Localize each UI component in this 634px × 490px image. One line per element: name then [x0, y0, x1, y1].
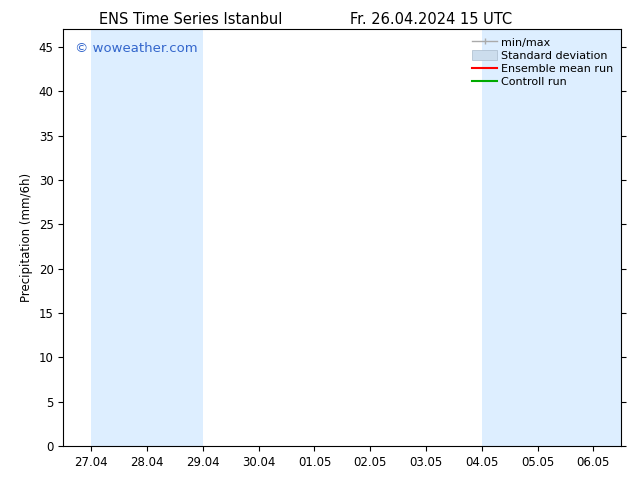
Bar: [147, 29, 203, 446]
Bar: [482, 29, 538, 446]
Legend: min/max, Standard deviation, Ensemble mean run, Controll run: min/max, Standard deviation, Ensemble me…: [470, 35, 616, 90]
Y-axis label: Precipitation (mm/6h): Precipitation (mm/6h): [20, 173, 33, 302]
Bar: [538, 29, 593, 446]
Text: ENS Time Series Istanbul: ENS Time Series Istanbul: [98, 12, 282, 27]
Text: Fr. 26.04.2024 15 UTC: Fr. 26.04.2024 15 UTC: [350, 12, 512, 27]
Bar: [593, 29, 621, 446]
Text: © woweather.com: © woweather.com: [75, 42, 197, 55]
Bar: [91, 29, 147, 446]
